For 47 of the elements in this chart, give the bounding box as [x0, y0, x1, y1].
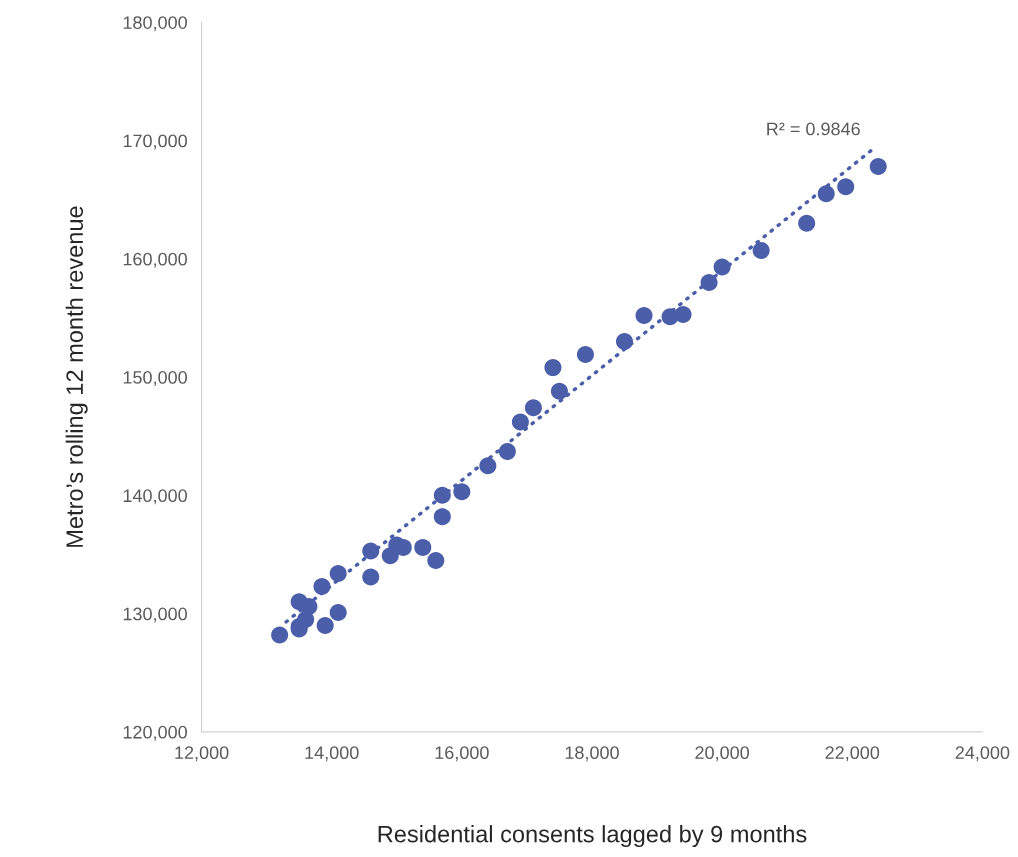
y-tick-label: 120,000: [123, 725, 187, 741]
x-tick-label: 24,000: [955, 746, 1010, 762]
y-tick-label: 180,000: [123, 16, 187, 32]
y-axis-title: Metro’s rolling 12 month revenue: [65, 206, 88, 547]
point: [329, 564, 347, 582]
point: [362, 568, 380, 586]
point: [550, 382, 568, 400]
point: [700, 273, 718, 291]
point: [524, 399, 542, 417]
point: [498, 443, 516, 461]
y-tick-label: 140,000: [123, 489, 187, 505]
point: [674, 305, 692, 323]
x-tick-label: 18,000: [565, 746, 619, 762]
point: [433, 486, 451, 504]
x-tick-label: 14,000: [305, 746, 359, 762]
point: [869, 158, 887, 176]
point: [271, 626, 289, 644]
point: [635, 307, 653, 325]
point: [300, 598, 318, 616]
point: [576, 346, 594, 364]
x-tick-label: 20,000: [695, 746, 750, 762]
y-tick-label: 160,000: [123, 252, 187, 268]
point: [427, 551, 445, 569]
point: [544, 359, 562, 377]
annotation: R² = 0.9846: [767, 122, 860, 136]
point: [615, 333, 634, 351]
point: [713, 258, 731, 276]
point: [316, 616, 334, 634]
point: [798, 214, 816, 232]
y-tick-label: 150,000: [123, 371, 187, 386]
y-tick-label: 130,000: [123, 607, 187, 623]
point: [837, 178, 855, 196]
point: [414, 538, 432, 556]
x-tick-label: 16,000: [435, 746, 489, 762]
point: [817, 185, 835, 203]
x-tick-label: 22,000: [825, 746, 880, 762]
x-axis-title: Residential consents lagged by 9 months: [378, 825, 807, 848]
point: [453, 483, 471, 501]
point: [479, 457, 497, 475]
point: [329, 603, 347, 621]
y-tick-label: 170,000: [123, 134, 187, 150]
point: [511, 413, 529, 431]
x-tick-label: 12,000: [175, 746, 229, 762]
point: [433, 508, 451, 526]
point: [362, 542, 380, 560]
point: [313, 577, 331, 595]
point: [752, 242, 770, 260]
